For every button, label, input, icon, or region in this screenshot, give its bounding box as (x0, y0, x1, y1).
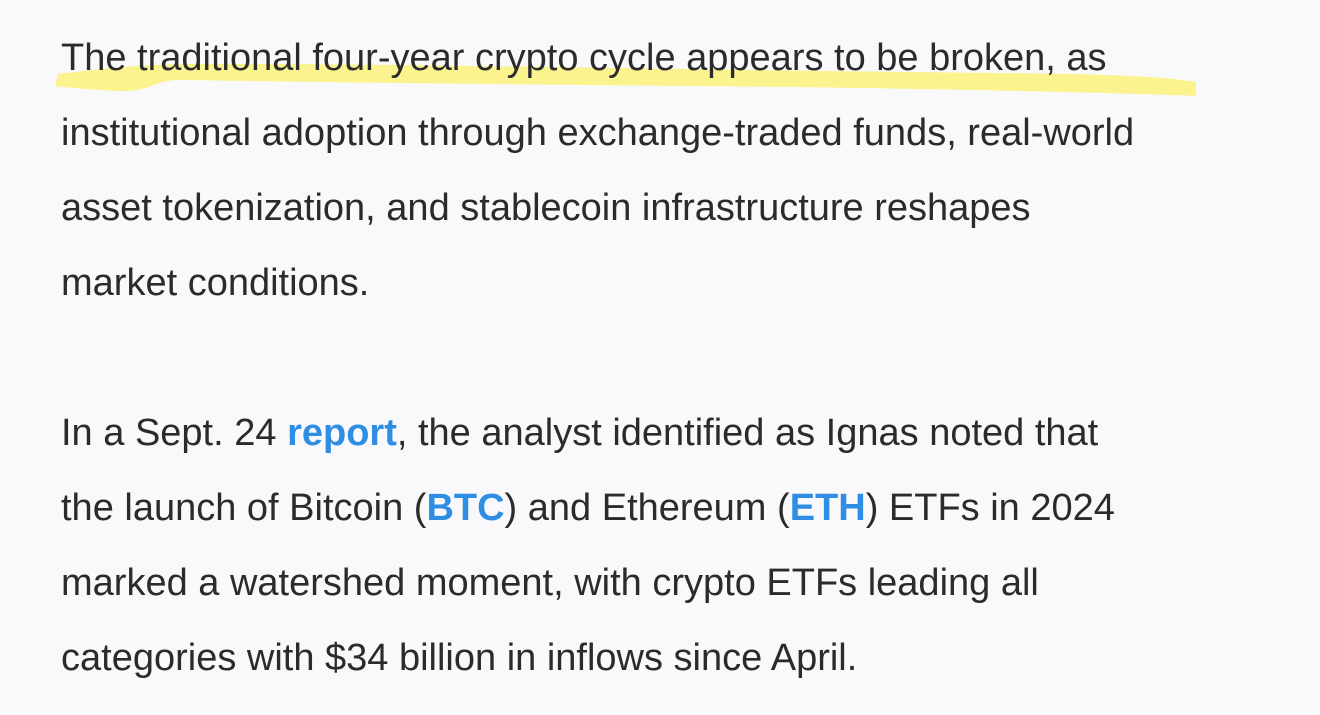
paragraph-line: the launch of Bitcoin (BTC) and Ethereum… (61, 483, 1115, 533)
paragraph-line: In a Sept. 24 report, the analyst identi… (61, 408, 1098, 458)
paragraph-line: institutional adoption through exchange-… (61, 112, 1135, 154)
text-segment: , the analyst identified as Ignas noted … (396, 412, 1099, 454)
paragraph-line: asset tokenization, and stablecoin infra… (61, 187, 1031, 229)
text-segment: the launch of Bitcoin ( (61, 487, 427, 529)
report-link[interactable]: report (287, 412, 397, 454)
text-segment: ) and Ethereum ( (504, 487, 790, 529)
paragraph-line: marked a watershed moment, with crypto E… (61, 562, 1039, 604)
eth-link[interactable]: ETH (789, 487, 866, 529)
text-segment: ) ETFs in 2024 (865, 487, 1115, 529)
paragraph-line: The traditional four-year crypto cycle a… (61, 37, 1107, 79)
paragraph-line: market conditions. (61, 262, 370, 304)
text-segment: In a Sept. 24 (61, 412, 288, 454)
btc-link[interactable]: BTC (426, 487, 505, 529)
paragraph-line: categories with $34 billion in inflows s… (61, 637, 858, 679)
